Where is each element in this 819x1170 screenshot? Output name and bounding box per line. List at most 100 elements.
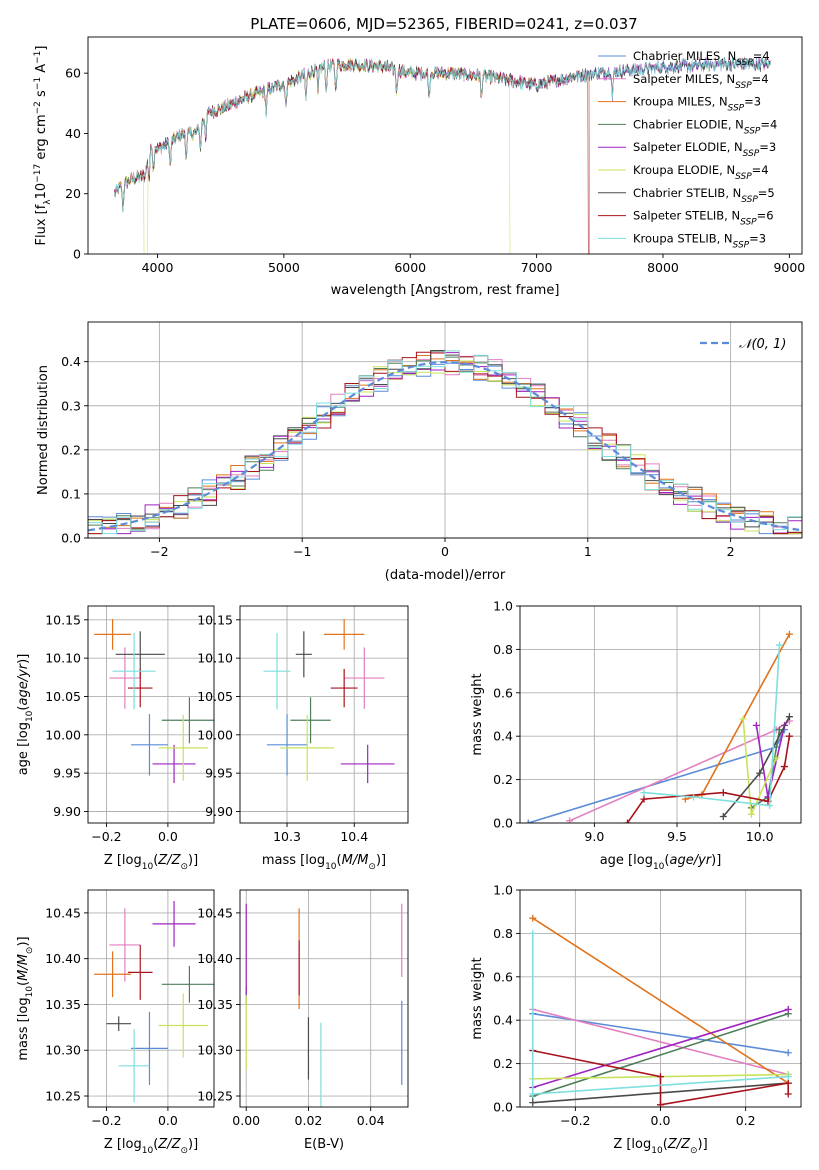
plot-area-spectrum	[114, 56, 771, 254]
mass-vs-Z-ylabel: mass [log10(M/M⊙)]	[16, 936, 35, 1060]
age-vs-Z-ylabel-part: age/yr	[16, 662, 31, 705]
legend-label-2: Kroupa MILES, NSSP=3	[633, 95, 761, 114]
age-vs-Z-xlabel-part: Z/Z	[157, 853, 181, 868]
legend-label-5-part: SSP	[735, 172, 752, 182]
legend-label-4-part: =3	[759, 140, 776, 154]
y-tick-label: 10.05	[45, 689, 81, 704]
weight-vs-Z-xlabel-part: ⊙	[690, 1146, 698, 1156]
x-tick-label: 9.5	[667, 829, 687, 844]
weight-marker	[784, 1090, 792, 1098]
spectrum-ylabel-part: 10	[34, 183, 49, 200]
weight-line-3	[532, 1012, 789, 1097]
mass-vs-Z-ylabel-part: 10	[25, 986, 35, 998]
weight-marker	[785, 630, 793, 638]
legend-label-5-part: =4	[752, 163, 769, 177]
mass-vs-Z-xlabel-part: 10	[142, 1146, 154, 1156]
age-vs-Z-ylabel-part: )]	[16, 654, 31, 664]
weight-vs-Z-xlabel-part: (	[663, 1137, 668, 1152]
mass-vs-Z-xlabel-part: )]	[188, 1137, 198, 1152]
legend-label-5: Kroupa ELODIE, NSSP=4	[633, 163, 769, 182]
age-vs-mass-xlabel-part: mass [log	[262, 853, 325, 868]
weight-vs-age-xlabel-part: 10	[653, 862, 665, 872]
axes-frame-age_vs_Z	[87, 605, 215, 824]
legend-label-3: Chabrier ELODIE, NSSP=4	[633, 117, 777, 136]
legend-label-0: Chabrier MILES, NSSP=4	[633, 49, 770, 68]
y-tick-label: 9.90	[53, 804, 81, 819]
x-tick-label: 10.3	[273, 829, 301, 844]
legend-label-normal: 𝒩(0, 1)	[739, 337, 786, 352]
weight-vs-Z-xlabel-part: Z [log	[613, 1137, 651, 1152]
legend-label-8-part: Kroupa STELIB, N	[633, 231, 733, 245]
age-vs-mass-xlabel-part: M/M	[342, 853, 369, 868]
weight-marker	[776, 641, 784, 649]
mass-vs-Z-ylabel-part: M/M	[16, 954, 31, 981]
y-tick-label: 10.40	[45, 951, 81, 966]
legend-label-8: Kroupa STELIB, NSSP=3	[633, 231, 766, 250]
legend-label-1-part: =4	[752, 72, 769, 86]
x-tick-label: −1	[293, 544, 311, 559]
y-tick-label: 10.15	[45, 612, 81, 627]
age-vs-Z-ylabel-part: age [log	[16, 722, 31, 775]
axes-frame-spectrum	[87, 36, 803, 255]
weight-vs-age-xlabel-part: age [log	[600, 853, 653, 868]
weight-marker	[719, 812, 727, 820]
y-tick-label: 0.2	[493, 1056, 513, 1071]
weight-vs-age-xlabel-part: age/yr	[669, 853, 712, 868]
y-tick-label: 0.3	[61, 398, 81, 413]
x-tick-label: 7000	[521, 260, 553, 275]
weight-marker	[623, 819, 631, 823]
y-tick-label: 0.8	[493, 926, 513, 941]
mass-vs-Z-ylabel-part: mass [log	[16, 997, 31, 1060]
x-tick-label: 0.02	[295, 1113, 323, 1128]
legend-label-7: Salpeter STELIB, NSSP=6	[633, 209, 774, 228]
legend-label-2-part: SSP	[728, 104, 745, 114]
residuals-xlabel: (data-model)/error	[385, 568, 506, 583]
legend-label-2-part: =3	[744, 95, 761, 109]
legend-label-6-part: Chabrier STELIB, N	[633, 186, 741, 200]
weight-line-8	[643, 645, 781, 807]
y-tick-label: 0.0	[493, 1100, 513, 1115]
x-tick-label: −2	[150, 544, 168, 559]
axes-frame-mass_vs_ebv	[239, 889, 409, 1108]
weight-line-3	[750, 729, 781, 809]
y-tick-label: 10.30	[197, 1043, 233, 1058]
weight_vs_Z-ylabel: mass weight	[470, 957, 485, 1039]
legend-label-8-part: =3	[749, 231, 766, 245]
legend-label-7-part: Salpeter STELIB, N	[633, 209, 740, 223]
spectrum-xlabel: wavelength [Angstrom, rest frame]	[331, 283, 560, 298]
weight-marker	[529, 1099, 537, 1107]
y-tick-label: 10.25	[197, 1089, 233, 1104]
spectrum-ylabel-part: erg cm	[34, 114, 49, 163]
age-vs-Z-xlabel-part: Z [log	[104, 853, 142, 868]
spectrum-ylabel-part: A	[34, 64, 49, 77]
x-tick-label: 0.04	[357, 1113, 385, 1128]
weight-marker	[784, 1005, 792, 1013]
age-vs-mass-xlabel-part: )]	[376, 853, 386, 868]
spectrum-ylabel: Flux [fλ10−17 erg cm−2 s−1 A−1]	[33, 46, 53, 246]
weight-marker	[780, 763, 788, 771]
weight-marker	[657, 1101, 664, 1107]
mass-vs-Z-xlabel-part: (	[153, 1137, 158, 1152]
y-tick-label: 10.40	[197, 951, 233, 966]
weight-vs-Z-xlabel: Z [log10(Z/Z⊙)]	[613, 1137, 707, 1156]
x-tick-label: −0.2	[91, 1113, 121, 1128]
weight_vs_age-ylabel: mass weight	[470, 673, 485, 755]
weight-marker	[657, 1073, 664, 1081]
y-tick-label: 10.45	[45, 905, 81, 920]
weight-marker	[766, 802, 774, 810]
weight-marker	[566, 817, 574, 823]
spectrum-ylabel-part: λ	[43, 199, 53, 205]
spectrum-ylabel-part: s	[34, 90, 49, 101]
weight-vs-age-xlabel-part: )]	[711, 853, 721, 868]
age-vs-Z-xlabel-part: 10	[142, 862, 154, 872]
weight-marker	[784, 1073, 792, 1081]
weight-line-2	[532, 917, 789, 1084]
weight-line-4	[532, 1008, 789, 1089]
age-vs-Z-ylabel-part: 10	[25, 710, 35, 722]
figure-title: PLATE=0606, MJD=52365, FIBERID=0241, z=0…	[250, 15, 637, 33]
x-tick-label: 10.4	[340, 829, 368, 844]
age-vs-Z-xlabel-part: )]	[188, 853, 198, 868]
plot-area-weight_vs_age	[524, 630, 793, 823]
weight-marker	[752, 721, 760, 729]
